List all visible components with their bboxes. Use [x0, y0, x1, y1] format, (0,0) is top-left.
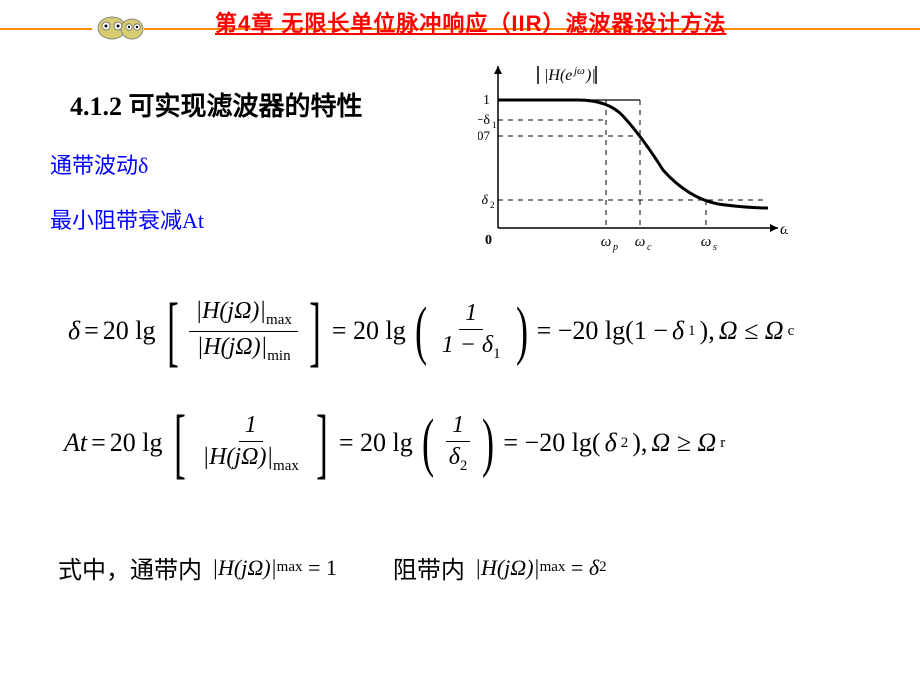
eq2-lhs: At [64, 428, 87, 458]
svg-text:0: 0 [485, 233, 492, 248]
eq2-f2-densym: δ [449, 444, 460, 470]
svg-text:p: p [612, 242, 618, 253]
equation-delta: δ = 20 lg [ |H(jΩ)|max |H(jΩ)|min ] = 20… [68, 296, 794, 366]
svg-text:1: 1 [492, 120, 497, 130]
footer-f1-b: = 1 [308, 555, 337, 581]
eq1-cond-sub: c [788, 323, 795, 340]
equation-at: At = 20 lg [ 1 |H(jΩ)|max ] = 20 lg ( 1 … [64, 408, 725, 478]
passband-ripple-label: 通带波动δ [50, 148, 148, 180]
eq1-rhs-sub: 1 [688, 323, 696, 340]
section-text: 可实现滤波器的特性 [129, 92, 363, 121]
eq2-frac2: 1 δ2 [443, 412, 474, 475]
svg-text:2: 2 [490, 200, 495, 210]
eq1-frac2: 1 1 − δ1 [436, 300, 507, 363]
footer-f2-a: |H(jΩ)| [475, 555, 540, 581]
eq2-f2-num: 1 [446, 412, 470, 442]
eq2-cond: Ω ≥ Ω [651, 428, 716, 458]
svg-text:jω: jω [572, 65, 585, 77]
eq2-f1-num: 1 [239, 412, 263, 442]
section-title: 4.1.2 可实现滤波器的特性 [70, 86, 363, 123]
svg-text:1: 1 [483, 93, 490, 108]
eq1-f1-num: |H(jΩ)| [195, 298, 266, 324]
header-cartoon-icon [92, 14, 144, 40]
filter-response-diagram: |H(e jω )| 1 1−δ 1 0.707 δ 2 0 ω p ω c ω… [478, 60, 788, 270]
svg-text:ω: ω [701, 234, 712, 250]
svg-text:1−δ: 1−δ [478, 113, 490, 128]
eq2-f1-densub: max [273, 457, 299, 473]
svg-text:s: s [713, 242, 717, 253]
stopband-atten-label: 最小阻带衰减At [50, 203, 204, 235]
eq2-cond-sub: r [720, 435, 725, 452]
eq2-rhs-a: = −20 lg( [503, 428, 600, 458]
eq2-factor: 20 lg [110, 428, 163, 458]
footer-note: 式中，通带内 |H(jΩ)|max = 1 阻带内 |H(jΩ)|max = δ… [58, 550, 607, 585]
eq2-frac1: 1 |H(jΩ)|max [197, 412, 305, 475]
eq1-f2-num: 1 [459, 300, 483, 330]
eq1-frac1: |H(jΩ)|max |H(jΩ)|min [189, 298, 297, 365]
eq2-rhs-c: ), [632, 428, 647, 458]
footer-f2-sub: max [540, 559, 566, 576]
svg-text:c: c [647, 242, 652, 253]
footer-formula1: |H(jΩ)|max = 1 [212, 555, 337, 581]
footer-f1-sub: max [277, 559, 303, 576]
chapter-title: 第4章 无限长单位脉冲响应（IIR）滤波器设计方法 [215, 6, 726, 38]
eq1-cond: Ω ≤ Ω [719, 316, 784, 346]
footer-f2-sym: δ [589, 555, 599, 581]
eq2-rhs-sym: δ [605, 428, 617, 458]
eq1-rhs-c: ), [700, 316, 715, 346]
eq1-rhs-sym: δ [672, 316, 684, 346]
footer-f1-a: |H(jΩ)| [212, 555, 277, 581]
footer-f2-b: = [571, 555, 583, 581]
eq1-f2-densym: δ [482, 332, 493, 358]
svg-text:δ: δ [481, 193, 488, 208]
footer-f2-symsub: 2 [599, 559, 607, 576]
eq1-f2-densub: 1 [493, 345, 501, 361]
eq1-f1-densub: min [267, 347, 290, 363]
section-number: 4.1.2 [70, 92, 122, 121]
eq1-lhs: δ [68, 316, 80, 346]
svg-text:)|: )| [585, 67, 596, 84]
eq1-rhs-a: = −20 lg(1 − [537, 316, 668, 346]
eq2-f2-densub: 2 [460, 457, 468, 473]
footer-formula2: |H(jΩ)|max = δ2 [475, 555, 607, 581]
eq1-f1-den: |H(jΩ)| [197, 334, 268, 360]
eq1-factor: 20 lg [103, 316, 156, 346]
svg-text:ω: ω [780, 221, 788, 238]
svg-text:0.707: 0.707 [478, 128, 491, 143]
eq2-f1-den: |H(jΩ)| [203, 444, 274, 470]
footer-prefix: 式中，通带内 [58, 550, 202, 585]
svg-text:|H(e: |H(e [544, 67, 572, 84]
footer-mid: 阻带内 [393, 550, 465, 585]
eq2-rhs-sub: 2 [621, 435, 629, 452]
eq1-f1-numsub: max [266, 312, 292, 328]
svg-text:ω: ω [601, 234, 612, 250]
svg-text:ω: ω [635, 234, 646, 250]
eq1-f2-dena: 1 − [442, 332, 476, 358]
